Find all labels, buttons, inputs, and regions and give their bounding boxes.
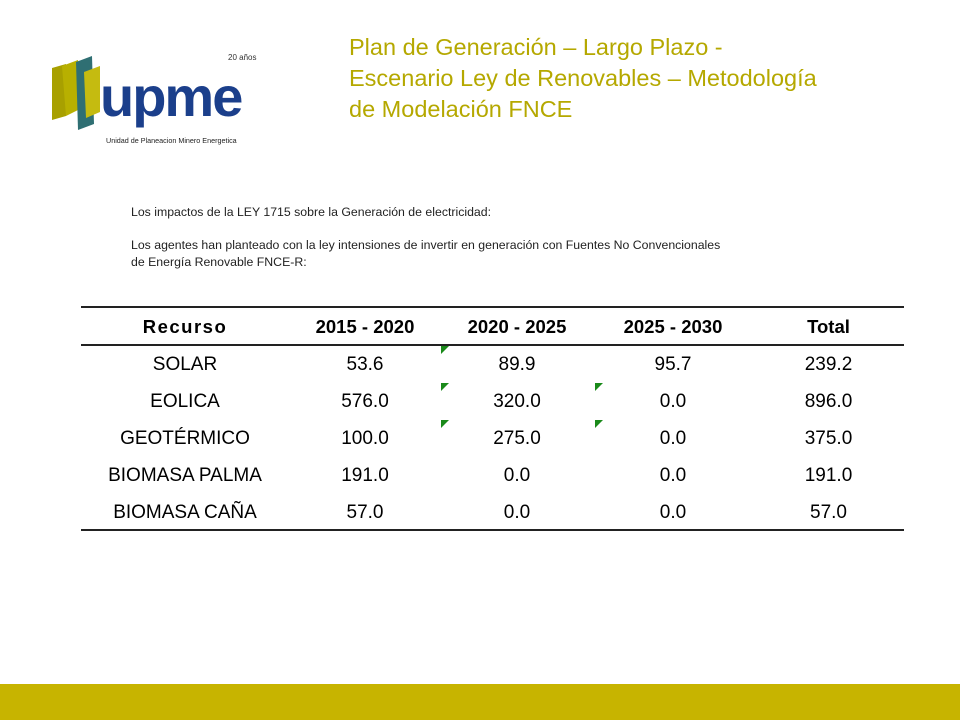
table-top-rule — [81, 306, 904, 308]
header-recurso: Recurso — [142, 316, 228, 337]
table-row: BIOMASA PALMA 191.0 0.0 0.0 191.0 — [81, 457, 904, 494]
upme-logo: upme 20 años Unidad de Planeacion Minero… — [48, 46, 268, 146]
title-line-2: Escenario Ley de Renovables – Metodologí… — [349, 65, 817, 91]
cell-recurso: SOLAR — [152, 354, 218, 375]
table-row: SOLAR 53.6 89.9 95.7 239.2 — [81, 346, 904, 383]
cell-2020-2025: 0.0 — [503, 502, 531, 523]
header-total: Total — [807, 316, 850, 337]
cell-recurso: BIOMASA CAÑA — [113, 502, 257, 523]
cell-2020-2025: 275.0 — [493, 428, 541, 449]
table-row: EOLICA 576.0 320.0 0.0 896.0 — [81, 383, 904, 420]
logo-anniversary: 20 años — [228, 53, 256, 62]
cell-total: 239.2 — [804, 354, 853, 375]
title-line-1: Plan de Generación – Largo Plazo - — [349, 34, 723, 60]
cell-recurso: BIOMASA PALMA — [108, 465, 262, 486]
logo-subtitle: Unidad de Planeacion Minero Energetica — [106, 136, 237, 145]
cell-2025-2030: 0.0 — [659, 428, 687, 449]
header-2025-2030: 2025 - 2030 — [623, 316, 723, 337]
table-row: BIOMASA CAÑA 57.0 0.0 0.0 57.0 — [81, 494, 904, 531]
footer-bar — [0, 684, 960, 720]
comment-flag-icon — [595, 383, 603, 391]
comment-flag-icon — [441, 383, 449, 391]
table-row: GEOTÉRMICO 100.0 275.0 0.0 375.0 — [81, 420, 904, 457]
logo-wordmark: upme — [100, 65, 242, 128]
title-line-3: de Modelación FNCE — [349, 96, 573, 122]
cell-total: 191.0 — [804, 465, 853, 486]
cell-2020-2025: 89.9 — [498, 354, 536, 375]
upme-logo-mark: upme 20 años Unidad de Planeacion Minero… — [52, 53, 256, 145]
cell-2015-2020: 100.0 — [341, 428, 389, 449]
cell-recurso: EOLICA — [150, 391, 220, 412]
comment-flag-icon — [441, 346, 449, 354]
intro-paragraph-2-line-2: de Energía Renovable FNCE-R: — [131, 255, 307, 269]
table-header-rule — [81, 344, 904, 346]
intro-paragraph-1: Los impactos de la LEY 1715 sobre la Gen… — [131, 205, 492, 219]
table-bottom-rule — [81, 529, 904, 531]
cell-total: 57.0 — [810, 502, 847, 523]
cell-2015-2020: 191.0 — [341, 465, 389, 486]
cell-2025-2030: 0.0 — [659, 502, 687, 523]
cell-total: 896.0 — [804, 391, 853, 412]
cell-2015-2020: 53.6 — [346, 354, 384, 375]
cell-2015-2020: 576.0 — [341, 391, 389, 412]
cell-2020-2025: 320.0 — [493, 391, 541, 412]
cell-2020-2025: 0.0 — [503, 465, 531, 486]
cell-total: 375.0 — [804, 428, 853, 449]
cell-2025-2030: 0.0 — [659, 465, 687, 486]
intro-text: Los impactos de la LEY 1715 sobre la Gen… — [131, 204, 851, 271]
cell-2015-2020: 57.0 — [346, 502, 384, 523]
header-2015-2020: 2015 - 2020 — [315, 316, 415, 337]
comment-flag-icon — [441, 420, 449, 428]
intro-paragraph-2-line-1: Los agentes han planteado con la ley int… — [131, 238, 721, 252]
comment-flag-icon — [595, 420, 603, 428]
page-title: Plan de Generación – Largo Plazo - Escen… — [349, 32, 929, 125]
cell-recurso: GEOTÉRMICO — [120, 428, 250, 449]
header-2020-2025: 2020 - 2025 — [467, 316, 567, 337]
table-header-row: Recurso 2015 - 2020 2020 - 2025 2025 - 2… — [81, 308, 904, 345]
cell-2025-2030: 0.0 — [659, 391, 687, 412]
cell-2025-2030: 95.7 — [654, 354, 692, 375]
